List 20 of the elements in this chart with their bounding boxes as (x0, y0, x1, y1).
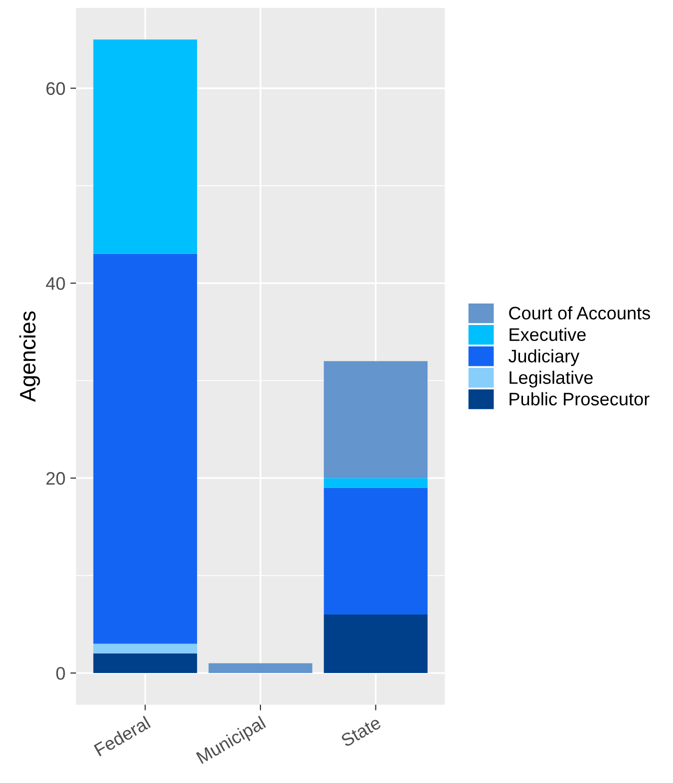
legend-label: Legislative (510, 370, 593, 388)
y-tick-label: 0 (56, 666, 65, 680)
legend-label: Executive (510, 328, 586, 342)
legend-label: Judiciary (508, 349, 580, 366)
bar (93, 644, 198, 654)
y-tick-label: 40 (46, 277, 65, 290)
bar (324, 478, 428, 488)
legend-label: Public Prosecutor (510, 392, 650, 406)
bar (324, 361, 428, 478)
y-tick-label: 20 (46, 472, 65, 485)
bar (324, 614, 428, 674)
bar (93, 40, 198, 254)
bar (93, 654, 198, 674)
x-tick-label: State (340, 716, 382, 748)
bar (324, 488, 428, 615)
y-axis-title: Agencies (19, 311, 40, 402)
y-tick-label: 60 (46, 82, 65, 95)
bar (208, 663, 312, 674)
legend-label: Court of Accounts (509, 306, 650, 320)
bar (93, 254, 198, 644)
